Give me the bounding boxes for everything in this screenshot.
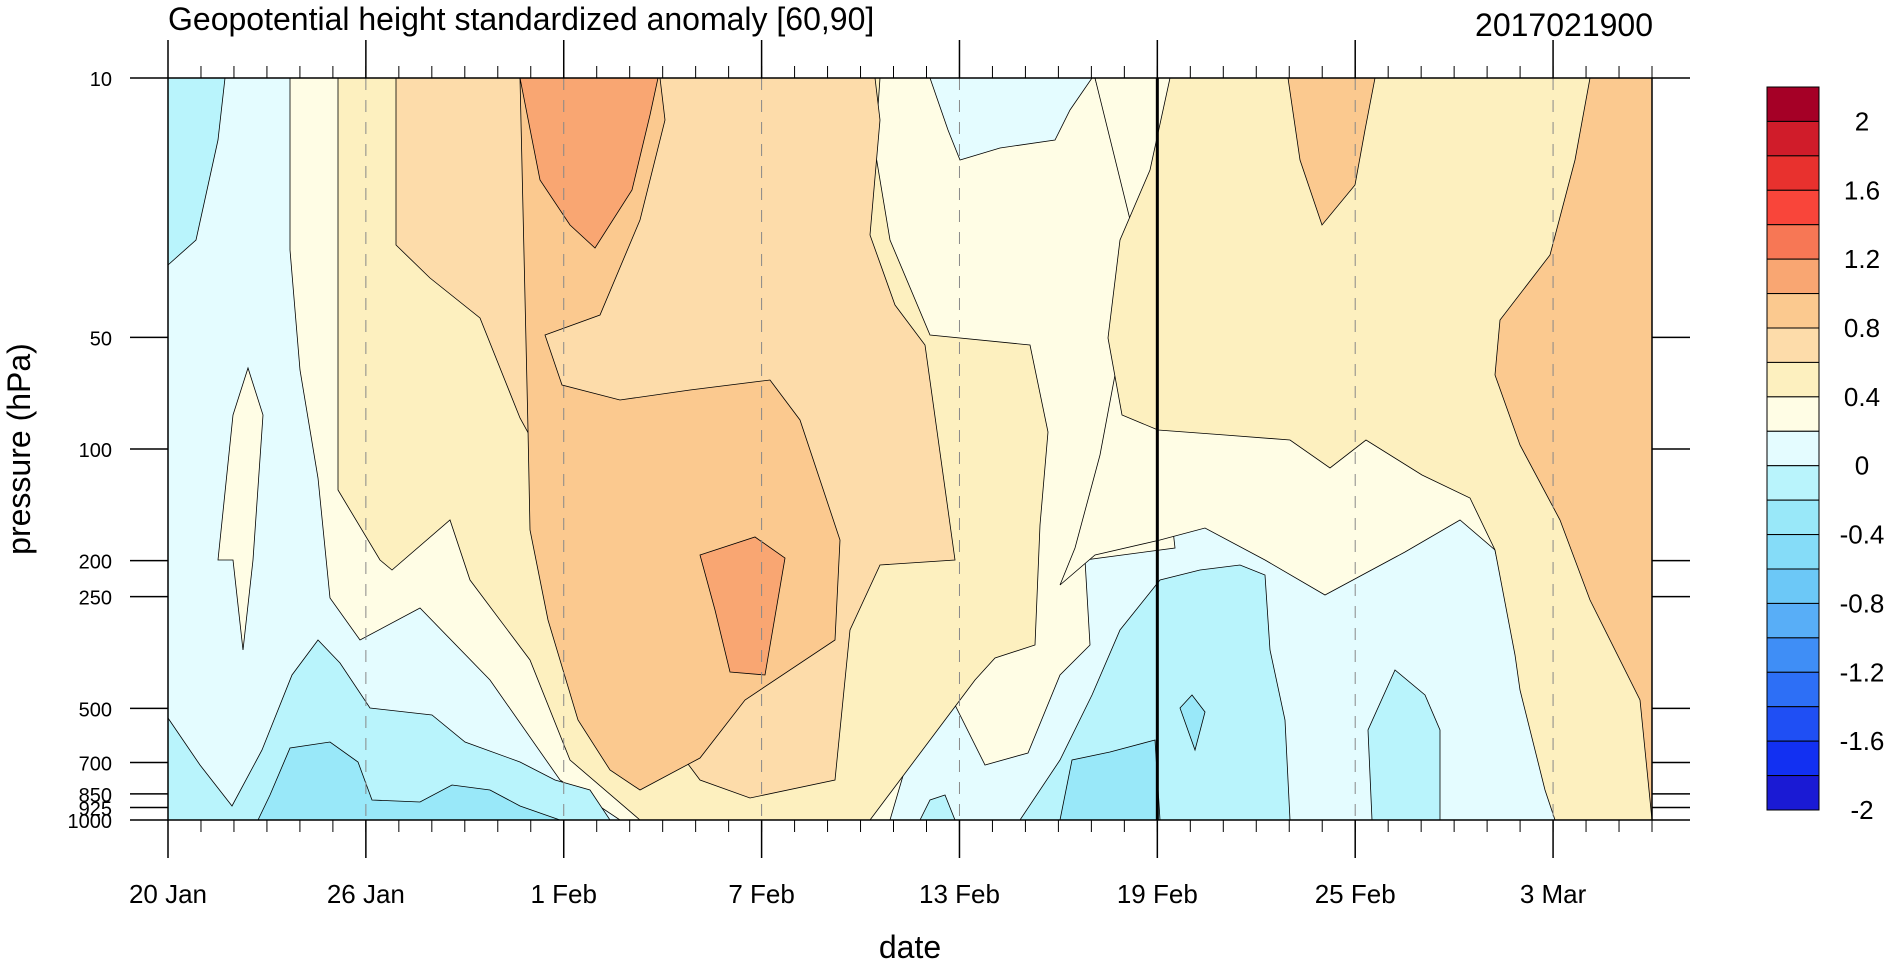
colorbar-box (1766, 465, 1820, 501)
colorbar-label: 0.4 (1844, 382, 1880, 412)
y-tick-label: 700 (79, 754, 112, 776)
colorbar-label: -1.6 (1840, 726, 1885, 756)
x-tick-label: 13 Feb (919, 879, 1000, 909)
contour-region (257, 741, 561, 820)
y-tick-label: 10 (90, 69, 112, 91)
colorbar-label: 2 (1855, 106, 1869, 136)
colorbar-box (1766, 775, 1820, 811)
x-tick-label: 25 Feb (1315, 879, 1396, 909)
contour-region (217, 366, 264, 651)
contour-region (519, 78, 659, 249)
colorbar-box (1766, 327, 1820, 363)
colorbar-box (1766, 396, 1820, 432)
x-tick-label: 3 Mar (1520, 879, 1587, 909)
chart-title: Geopotential height standardized anomaly… (168, 1, 874, 37)
colorbar-box (1766, 430, 1820, 467)
contour-region (699, 536, 786, 676)
y-tick-label: 100 (79, 440, 112, 462)
colorbar-label: -2 (1850, 795, 1873, 825)
contour-region (168, 78, 226, 266)
colorbar-box (1766, 706, 1820, 742)
y-tick-label: 200 (79, 552, 112, 574)
x-tick-label: 20 Jan (129, 879, 207, 909)
colorbar-box (1766, 361, 1820, 398)
contour-region (919, 794, 956, 820)
y-tick-label: 1000 (68, 811, 113, 833)
colorbar-box (1766, 499, 1820, 536)
contour-region (1179, 694, 1206, 752)
colorbar-box (1766, 155, 1820, 191)
colorbar-label: 1.2 (1844, 244, 1880, 274)
chart-date-label: 2017021900 (1475, 7, 1653, 43)
x-tick-label: 1 Feb (530, 879, 597, 909)
colorbar-box (1766, 293, 1820, 329)
x-tick-label: 7 Feb (728, 879, 795, 909)
colorbar-box (1766, 671, 1820, 708)
colorbar-label: 0 (1855, 451, 1869, 481)
contour-region (1287, 78, 1376, 226)
x-axis-label: date (879, 929, 941, 963)
y-tick-label: 250 (79, 588, 112, 610)
contour-region (1494, 78, 1652, 820)
y-tick-label: 500 (79, 699, 112, 721)
colorbar: 2 1.6 1.2 0.8 0.4 0 -0.4 -0.8 -1.2 -1.6 -2 (1766, 86, 1885, 825)
y-tick-label: 850 (79, 785, 112, 807)
colorbar-label: 0.8 (1844, 313, 1880, 343)
contour-region (1367, 669, 1441, 820)
x-tick-label: 26 Jan (327, 879, 405, 909)
colorbar-label: -0.4 (1840, 520, 1885, 550)
colorbar-label: 1.6 (1844, 175, 1880, 205)
colorbar-box (1766, 568, 1820, 604)
colorbar-box (1766, 602, 1820, 639)
contour-fills (168, 78, 1652, 820)
y-tick-label: 925 (79, 798, 112, 820)
colorbar-box (1766, 120, 1820, 157)
y-tick-label: 50 (90, 328, 112, 350)
colorbar-label: -0.8 (1840, 588, 1885, 618)
x-tick-label: 19 Feb (1117, 879, 1198, 909)
contour-region (929, 78, 1093, 161)
colorbar-box (1766, 534, 1820, 570)
colorbar-box (1766, 637, 1820, 673)
colorbar-box (1766, 258, 1820, 295)
contour-region (1019, 564, 1291, 820)
colorbar-label: -1.2 (1840, 657, 1885, 687)
colorbar-box (1766, 189, 1820, 226)
colorbar-box (1766, 86, 1820, 122)
colorbar-box (1766, 224, 1820, 260)
y-axis-label: pressure (hPa) (1, 343, 37, 555)
x-axis: 20 Jan 26 Jan 1 Feb 7 Feb 13 Feb 19 Feb 25 Feb… (129, 40, 1653, 909)
contour-region (1059, 739, 1161, 820)
colorbar-box (1766, 740, 1820, 777)
